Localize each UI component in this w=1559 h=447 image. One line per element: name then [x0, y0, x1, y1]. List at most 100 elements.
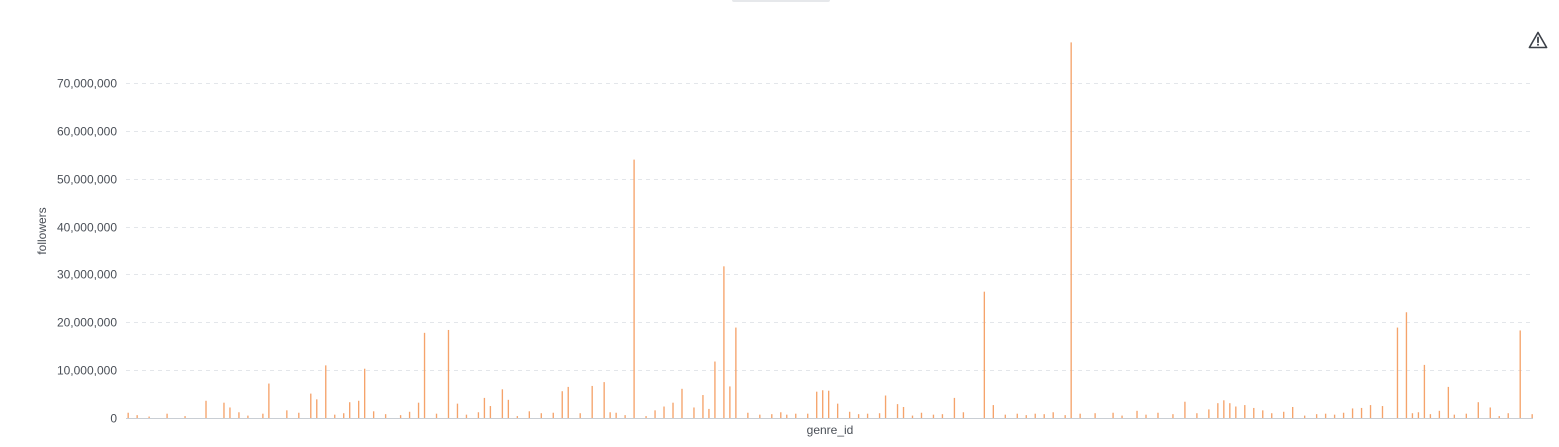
- bar[interactable]: [417, 402, 420, 418]
- bar[interactable]: [516, 416, 519, 418]
- bar[interactable]: [1064, 415, 1066, 418]
- bar[interactable]: [828, 390, 830, 418]
- bar[interactable]: [1094, 413, 1096, 418]
- bar[interactable]: [1519, 330, 1521, 418]
- bar[interactable]: [1004, 414, 1006, 418]
- bar[interactable]: [1417, 412, 1420, 418]
- bar[interactable]: [624, 415, 626, 418]
- bar[interactable]: [1351, 408, 1354, 418]
- bar[interactable]: [884, 395, 887, 418]
- bar[interactable]: [1465, 413, 1467, 418]
- bar[interactable]: [1489, 407, 1491, 418]
- bar[interactable]: [1447, 386, 1450, 418]
- bar[interactable]: [1405, 312, 1408, 418]
- bar[interactable]: [408, 411, 411, 418]
- bar[interactable]: [953, 397, 956, 418]
- bar[interactable]: [423, 332, 426, 418]
- bar[interactable]: [1253, 407, 1255, 418]
- bar[interactable]: [983, 291, 986, 418]
- bar[interactable]: [1208, 409, 1210, 418]
- bar[interactable]: [633, 159, 635, 418]
- bar[interactable]: [567, 386, 569, 418]
- bar[interactable]: [477, 412, 480, 418]
- bar[interactable]: [1303, 415, 1306, 418]
- bar[interactable]: [932, 414, 935, 418]
- bar[interactable]: [786, 414, 788, 418]
- bar[interactable]: [262, 413, 264, 418]
- bar[interactable]: [866, 413, 869, 418]
- bar[interactable]: [681, 388, 683, 418]
- bar[interactable]: [1157, 412, 1159, 418]
- bar[interactable]: [1324, 413, 1327, 418]
- bar[interactable]: [1184, 401, 1186, 418]
- bar[interactable]: [1396, 327, 1399, 418]
- bar[interactable]: [540, 413, 542, 418]
- bar[interactable]: [1043, 414, 1045, 418]
- bar[interactable]: [268, 383, 270, 418]
- bar[interactable]: [1283, 411, 1285, 418]
- bar[interactable]: [771, 414, 773, 418]
- warning-triangle-icon[interactable]: [1528, 31, 1548, 49]
- bar[interactable]: [902, 406, 905, 418]
- bar[interactable]: [127, 412, 129, 418]
- bar[interactable]: [1025, 415, 1027, 418]
- bar[interactable]: [962, 412, 965, 418]
- bar[interactable]: [1079, 413, 1081, 418]
- bar[interactable]: [561, 391, 563, 418]
- bar[interactable]: [298, 412, 300, 418]
- bar[interactable]: [223, 402, 225, 418]
- bar[interactable]: [435, 413, 438, 418]
- bar[interactable]: [136, 415, 138, 418]
- bar[interactable]: [708, 408, 710, 418]
- bar[interactable]: [286, 410, 288, 418]
- bar[interactable]: [1429, 414, 1432, 418]
- bar[interactable]: [759, 414, 761, 418]
- bar[interactable]: [615, 412, 617, 418]
- bar[interactable]: [579, 413, 581, 418]
- bar[interactable]: [1423, 364, 1426, 418]
- bar[interactable]: [447, 329, 450, 418]
- bar[interactable]: [822, 390, 824, 418]
- bar[interactable]: [363, 368, 366, 418]
- bar[interactable]: [384, 414, 387, 418]
- bar[interactable]: [1292, 406, 1294, 418]
- bar[interactable]: [456, 403, 459, 418]
- bar[interactable]: [1229, 403, 1231, 418]
- bar[interactable]: [1381, 406, 1384, 418]
- bar[interactable]: [920, 412, 923, 418]
- bar[interactable]: [780, 412, 782, 418]
- bar[interactable]: [1360, 407, 1363, 418]
- bar[interactable]: [1438, 410, 1441, 418]
- bar[interactable]: [358, 400, 360, 418]
- bar[interactable]: [654, 410, 656, 418]
- bar[interactable]: [1453, 414, 1456, 418]
- bar[interactable]: [1244, 405, 1246, 418]
- bar[interactable]: [747, 412, 749, 418]
- bar[interactable]: [848, 411, 851, 418]
- bar[interactable]: [1223, 400, 1225, 418]
- bar[interactable]: [1145, 414, 1147, 418]
- bar[interactable]: [609, 412, 611, 418]
- bar[interactable]: [1477, 402, 1479, 418]
- bar[interactable]: [1016, 413, 1018, 418]
- bar[interactable]: [1172, 414, 1174, 418]
- bar[interactable]: [723, 266, 725, 418]
- bar[interactable]: [349, 402, 351, 418]
- bar[interactable]: [1196, 413, 1198, 418]
- bar[interactable]: [1034, 413, 1036, 418]
- bar[interactable]: [735, 327, 737, 418]
- bar[interactable]: [399, 415, 402, 418]
- bar[interactable]: [1531, 414, 1533, 418]
- bar[interactable]: [1271, 413, 1273, 418]
- bar[interactable]: [205, 400, 207, 418]
- bar[interactable]: [1136, 410, 1138, 418]
- bar[interactable]: [1369, 405, 1372, 418]
- bar[interactable]: [645, 416, 647, 418]
- bar[interactable]: [1235, 406, 1237, 418]
- bar[interactable]: [238, 412, 240, 418]
- bar[interactable]: [1342, 412, 1345, 418]
- bar[interactable]: [878, 413, 881, 418]
- bar[interactable]: [729, 386, 731, 418]
- bar[interactable]: [693, 407, 695, 418]
- bar[interactable]: [489, 406, 492, 418]
